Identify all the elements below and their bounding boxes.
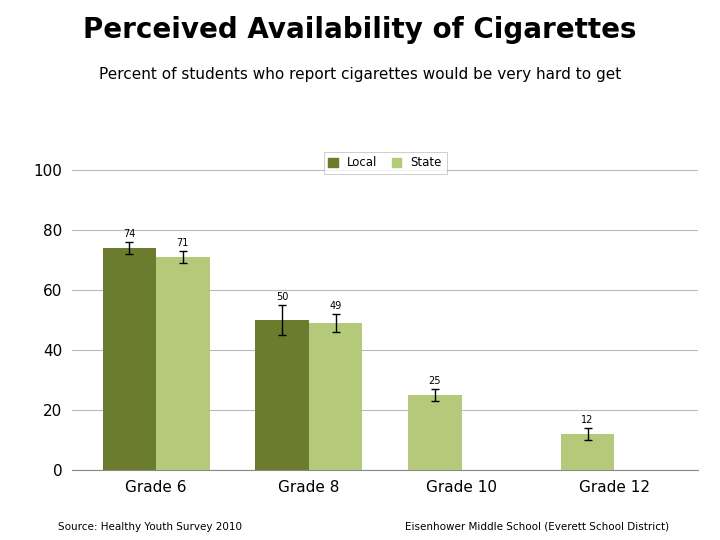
- Text: 50: 50: [276, 292, 288, 302]
- Bar: [256, 320, 309, 470]
- Text: 74: 74: [123, 230, 135, 239]
- Bar: [102, 248, 156, 470]
- Legend: Local, State: Local, State: [323, 152, 447, 174]
- Text: 71: 71: [176, 238, 189, 248]
- Text: 12: 12: [582, 415, 594, 426]
- Text: 25: 25: [428, 376, 441, 387]
- Text: Perceived Availability of Cigarettes: Perceived Availability of Cigarettes: [84, 16, 636, 44]
- Text: Percent of students who report cigarettes would be very hard to get: Percent of students who report cigarette…: [99, 68, 621, 83]
- Bar: [156, 257, 210, 470]
- Text: 49: 49: [330, 301, 342, 312]
- Text: Source: Healthy Youth Survey 2010: Source: Healthy Youth Survey 2010: [58, 522, 242, 532]
- Bar: [309, 323, 362, 470]
- Bar: [561, 434, 614, 470]
- Text: Eisenhower Middle School (Everett School District): Eisenhower Middle School (Everett School…: [405, 522, 670, 532]
- Bar: [408, 395, 462, 470]
